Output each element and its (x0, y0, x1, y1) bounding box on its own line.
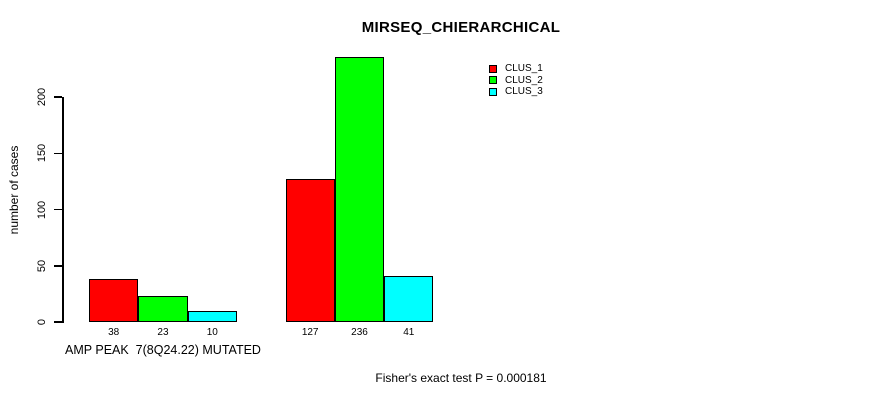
legend-swatch-icon (489, 76, 497, 85)
fisher-test-annotation: Fisher's exact test P = 0.000181 (375, 371, 547, 385)
bar-value-label: 23 (157, 327, 169, 338)
legend: CLUS_1 CLUS_2 CLUS_3 (489, 63, 543, 98)
y-tick-label: 100 (36, 200, 48, 219)
y-tick-label: 150 (36, 144, 48, 163)
legend-label: CLUS_3 (505, 86, 543, 98)
y-axis-label: number of cases (7, 145, 21, 235)
legend-swatch-icon (489, 64, 497, 73)
y-tick-label: 200 (36, 87, 48, 107)
bar-value-label: 41 (403, 327, 415, 338)
bar-clus_3-group2 (384, 275, 434, 322)
bar-clus_1-group2 (285, 179, 335, 322)
y-tick-mark (53, 96, 62, 98)
chart-title: MIRSEQ_CHIERARCHICAL (361, 19, 561, 36)
legend-swatch-icon (489, 87, 497, 96)
bar-clus_3-group1 (187, 310, 237, 322)
y-axis-line (62, 96, 64, 323)
y-tick-mark (53, 152, 62, 154)
y-tick-mark (53, 265, 62, 267)
bar-clus_2-group2 (334, 56, 385, 322)
legend-item-clus_3: CLUS_3 (489, 86, 543, 98)
y-tick-label: 50 (36, 259, 48, 272)
bar-value-label: 236 (351, 327, 368, 338)
bar-clus_2-group1 (138, 296, 188, 322)
bar-value-label: 38 (108, 327, 120, 338)
y-tick-mark (53, 321, 62, 323)
bar-value-label: 10 (206, 327, 218, 338)
legend-label: CLUS_1 (505, 63, 543, 75)
bar-value-label: 127 (301, 327, 319, 338)
y-tick-mark (53, 208, 62, 211)
legend-label: CLUS_2 (505, 74, 543, 86)
x-group-label: AMP PEAK 7(8Q24.22) MUTATED (65, 343, 261, 357)
bar-clus_1-group1 (89, 279, 139, 322)
legend-item-clus_1: CLUS_1 (489, 63, 543, 75)
y-tick-label: 0 (36, 318, 48, 326)
legend-item-clus_2: CLUS_2 (489, 75, 543, 87)
